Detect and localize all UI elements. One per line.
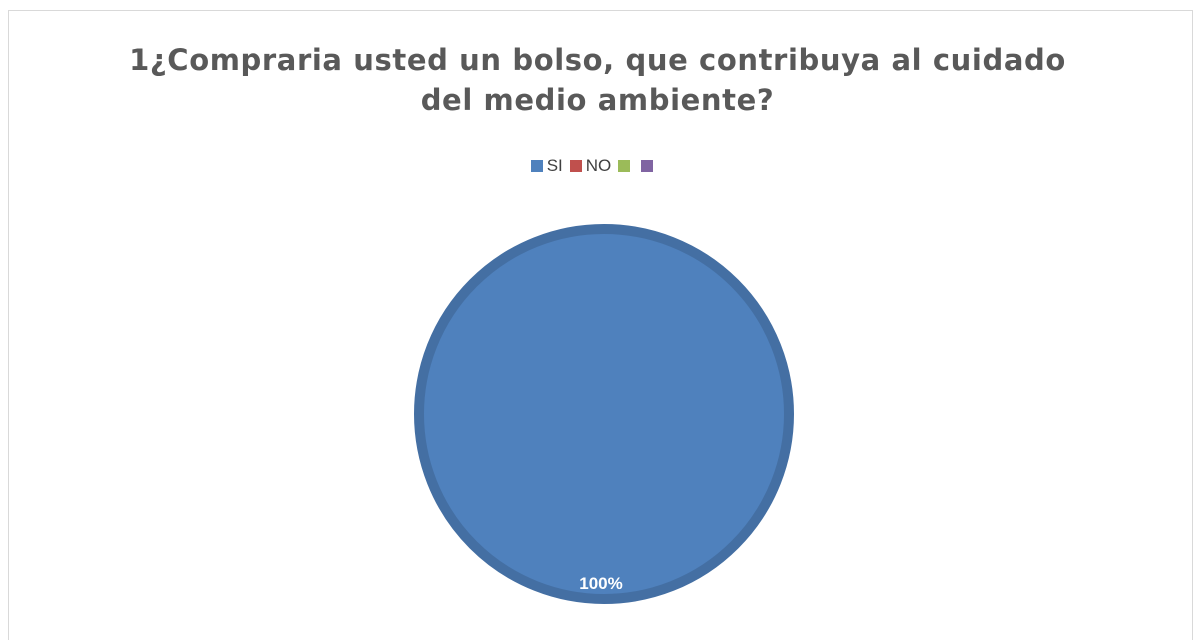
legend-swatch-no (569, 160, 582, 172)
legend-swatch-4 (641, 160, 654, 172)
legend-item-4 (641, 160, 657, 172)
legend-item-si: SI (530, 156, 563, 176)
pie-slices (414, 224, 794, 604)
chart-title: 1¿Compraria usted un bolso, que contribu… (0, 40, 1195, 120)
chart-title-line-2: del medio ambiente? (420, 83, 775, 117)
legend-label-si: SI (546, 156, 563, 175)
legend-item-3 (618, 160, 634, 172)
chart-legend: SI NO (0, 156, 1195, 176)
legend-swatch-si (530, 160, 543, 172)
chart-title-line-1: 1¿Compraria usted un bolso, que contribu… (129, 43, 1066, 77)
legend-label-no: NO (585, 156, 612, 175)
pie-slice-si (414, 224, 794, 604)
pie-data-label-si: 100% (579, 574, 622, 593)
legend-item-no: NO (569, 156, 612, 176)
legend-swatch-3 (618, 160, 631, 172)
